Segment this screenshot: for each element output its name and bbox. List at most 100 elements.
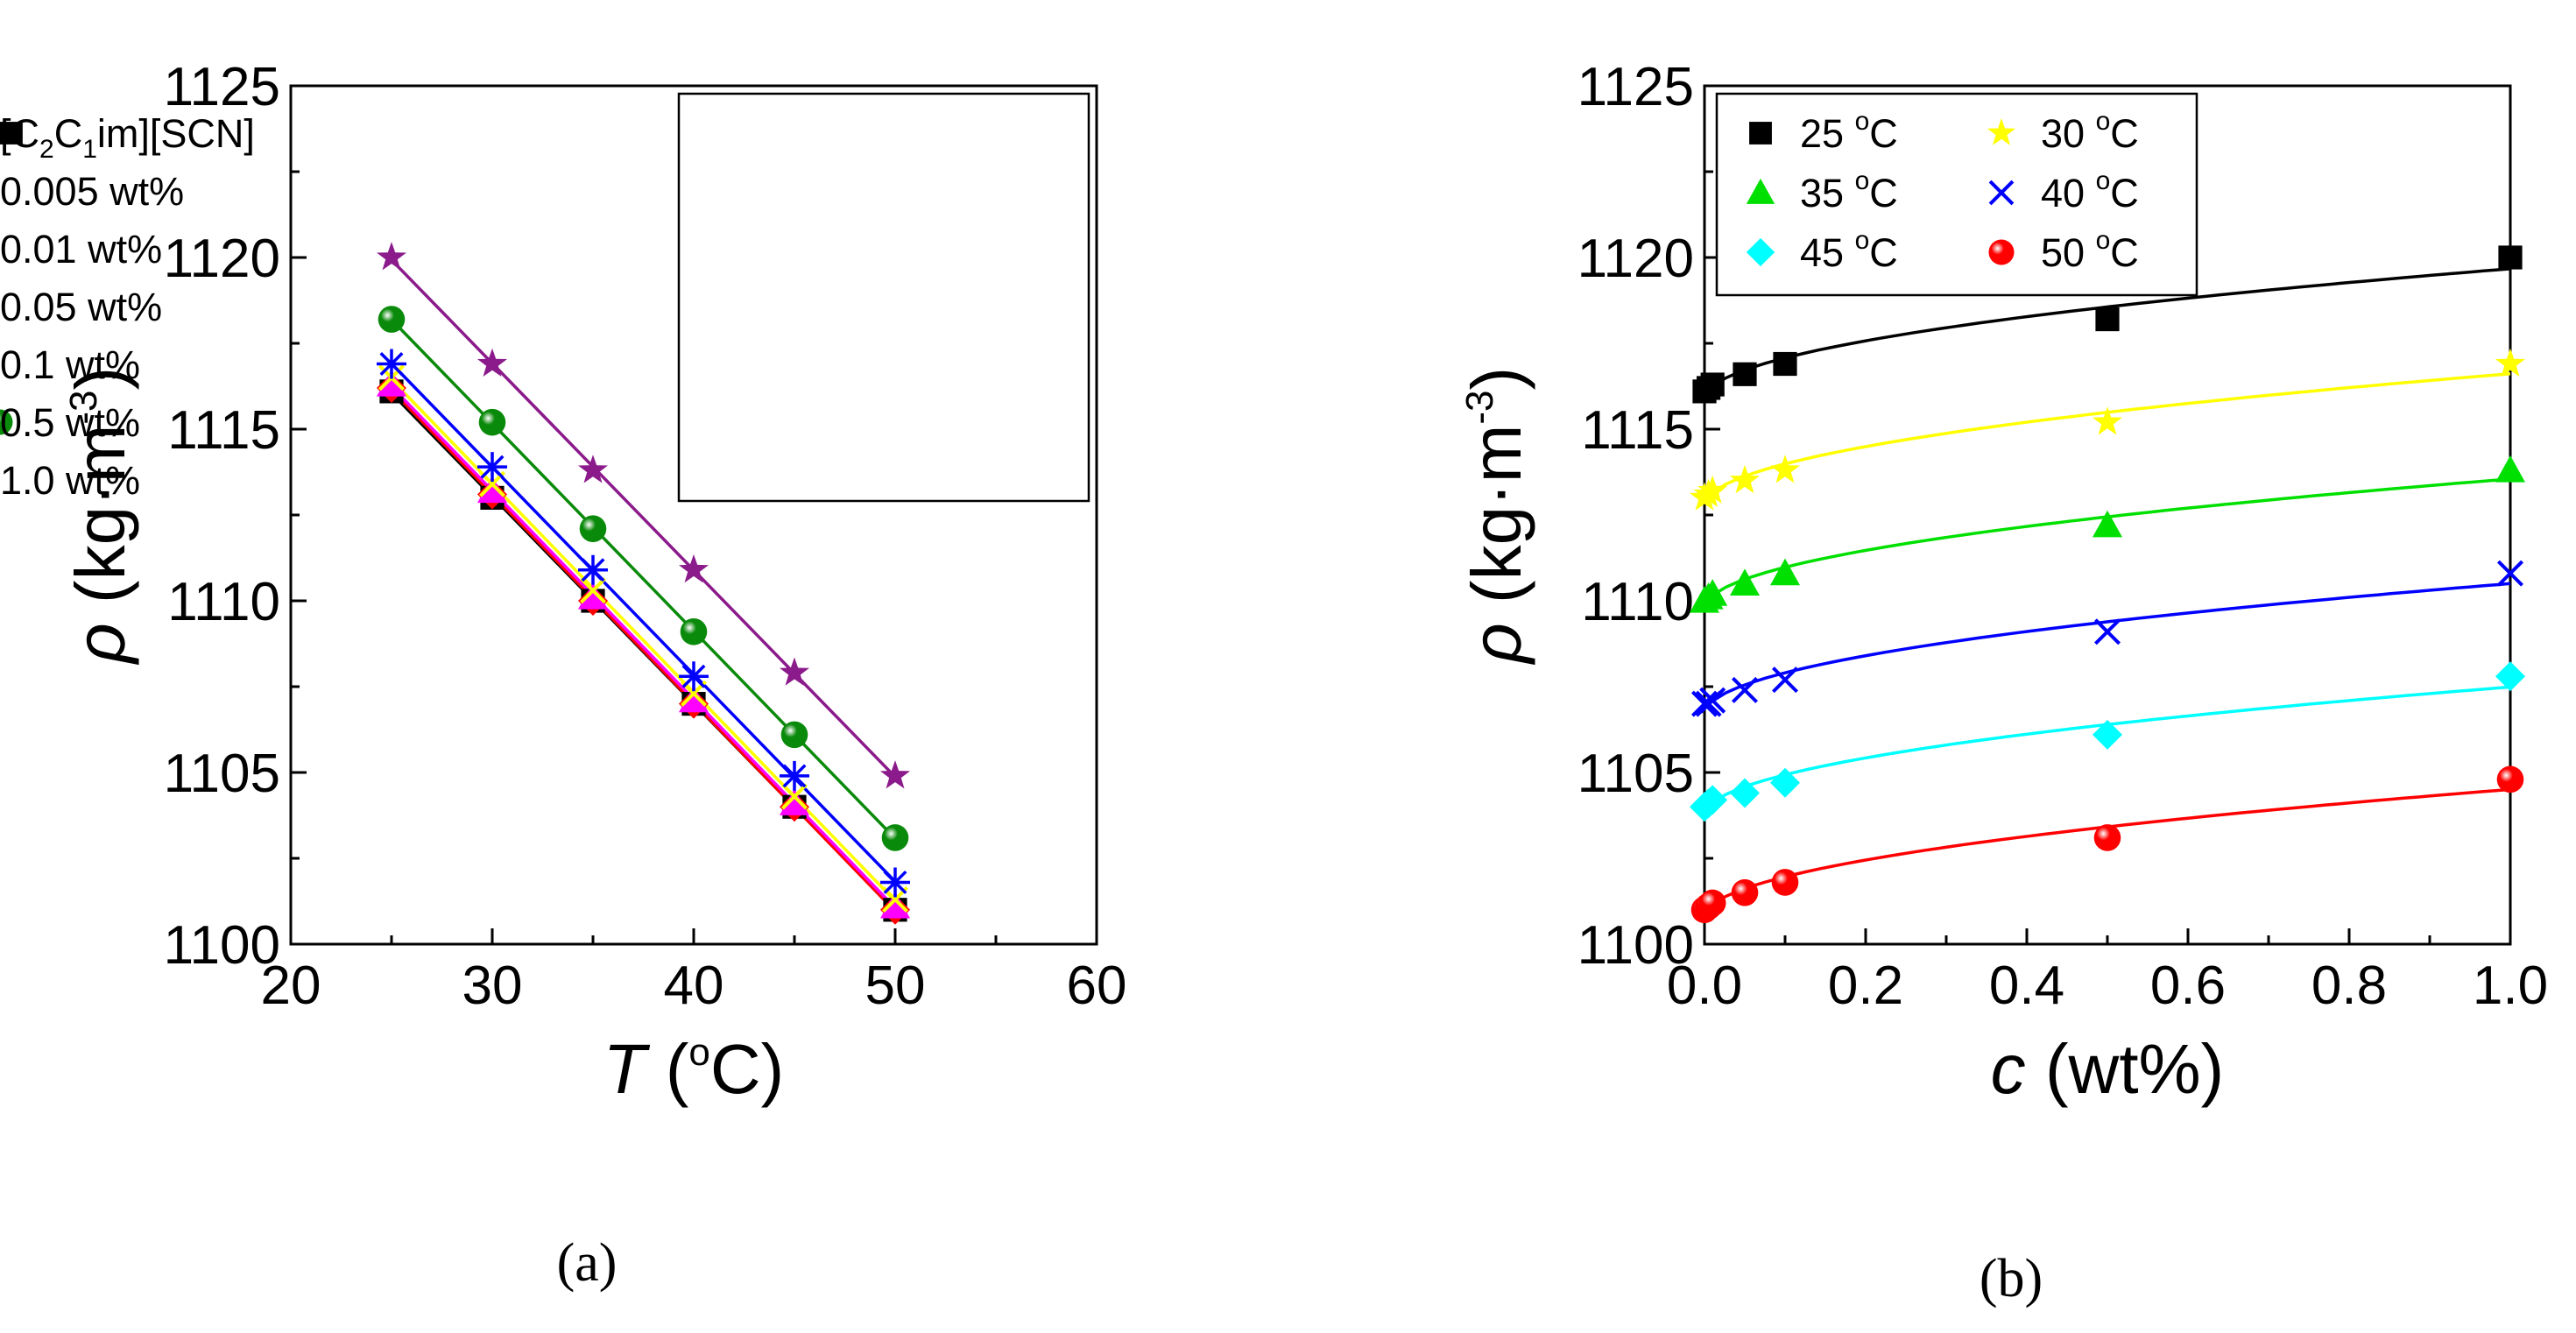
x-axis-label: c (wt%) xyxy=(1991,1030,2225,1108)
legend-label: 40 oC xyxy=(2041,166,2139,215)
legend-label: 50 oC xyxy=(2041,226,2139,275)
data-point xyxy=(780,760,809,791)
data-point xyxy=(1700,372,1725,397)
y-axis-label: ρ (kg·m-3) xyxy=(1457,367,1535,665)
data-point xyxy=(579,577,607,604)
fit-line xyxy=(390,318,897,840)
data-point xyxy=(1773,351,1797,377)
data-point xyxy=(2495,661,2525,692)
data-point xyxy=(1731,878,1759,906)
fit-line xyxy=(390,258,897,779)
legend: 25 oC 30 oC 35 oC 40 oC 45 oC 50 oC xyxy=(1715,92,2198,297)
legend-marker xyxy=(0,122,23,145)
data-point xyxy=(578,455,608,483)
panel-a-chart: 20 30 40 50 60 1100 1105 1110 1115 1120 1125 T (oC)… xyxy=(0,57,1126,1293)
legend-label: 1.0 wt% xyxy=(0,458,140,503)
legend-item: 0.05 wt% xyxy=(0,285,162,329)
data-point xyxy=(679,661,709,692)
legend-marker xyxy=(1988,239,2015,265)
data-point xyxy=(1770,767,1800,798)
y-tick-label: 1120 xyxy=(164,229,280,289)
data-point xyxy=(1730,568,1760,596)
data-point xyxy=(1731,676,1759,703)
data-point xyxy=(377,242,406,271)
data-point xyxy=(478,408,506,436)
y-tick-label: 1125 xyxy=(164,57,280,117)
x-tick-label: 0.2 xyxy=(1828,956,1903,1016)
legend: [C2C1im][SCN] 0.005 wt% 0.01 wt% 0.05 wt% 0.… xyxy=(0,92,1090,503)
legend-item: 35 oC xyxy=(1746,166,1898,215)
panel-b-chart: 0.0 0.2 0.4 0.6 0.8 1.0 1100 1105 1110 1115 1120 11… xyxy=(1457,57,2548,1308)
legend-item: [C2C1im][SCN] xyxy=(0,111,255,164)
fit-line xyxy=(1711,267,2511,388)
data-point xyxy=(679,554,709,583)
legend-item: 25 oC xyxy=(1749,107,1898,156)
x-axis-label: T (oC) xyxy=(603,1030,785,1108)
legend-label: 25 oC xyxy=(1800,107,1898,156)
data-point xyxy=(1697,785,1728,815)
legend-label: 0.005 wt% xyxy=(0,169,184,214)
legend-box xyxy=(1715,92,2198,297)
legend-label: 0.1 wt% xyxy=(0,342,140,387)
data-point xyxy=(1730,778,1760,808)
legend-marker xyxy=(1988,180,2015,206)
fit-line xyxy=(1711,582,2511,702)
legend-item: 45 oC xyxy=(1746,226,1898,275)
data-point xyxy=(2095,307,2120,332)
x-tick-label: 0.4 xyxy=(1989,956,2064,1016)
data-point xyxy=(780,783,808,810)
x-tick-label: 20 xyxy=(261,956,321,1016)
data-point xyxy=(578,582,608,610)
y-tick-label: 1125 xyxy=(1577,57,1694,117)
y-tick-label: 1115 xyxy=(1581,400,1694,461)
x-tick-label: 30 xyxy=(462,956,523,1016)
data-point xyxy=(2496,765,2524,793)
fit-line xyxy=(390,385,897,909)
fit-line xyxy=(1711,371,2511,494)
data-point xyxy=(378,306,406,333)
legend-item: 0.01 wt% xyxy=(0,227,162,272)
y-tick-label: 1120 xyxy=(1577,229,1694,289)
data-point xyxy=(477,476,507,504)
legend-item: 50 oC xyxy=(1988,226,2139,275)
fit-line xyxy=(1711,477,2511,597)
data-point xyxy=(680,617,708,645)
legend-label: 45 oC xyxy=(1800,226,1898,275)
data-point xyxy=(2093,406,2122,435)
legend-marker xyxy=(1746,178,1775,204)
legend-item: 1.0 wt% xyxy=(0,458,140,503)
y-tick-label: 1105 xyxy=(164,744,280,804)
data-point xyxy=(2093,824,2121,851)
data-point xyxy=(1730,464,1760,494)
y-tick-label: 1110 xyxy=(167,572,280,632)
x-tick-label: 0.8 xyxy=(2311,956,2387,1016)
y-axis-label: ρ (kg·m-3) xyxy=(61,367,139,665)
legend-label: 30 oC xyxy=(2041,107,2139,156)
data-point xyxy=(881,824,909,851)
data-point xyxy=(880,867,910,898)
legend-item: 0.005 wt% xyxy=(0,169,184,214)
y-tick-label: 1110 xyxy=(1581,572,1694,632)
data-point xyxy=(2496,560,2524,587)
data-point xyxy=(2093,719,2122,750)
data-point xyxy=(1733,362,1757,386)
x-tick-label: 1.0 xyxy=(2473,956,2548,1016)
data-point xyxy=(880,760,910,789)
legend-label: 35 oC xyxy=(1800,166,1898,215)
data-point xyxy=(1770,455,1800,483)
data-point xyxy=(1690,690,1719,717)
y-tick-label: 1100 xyxy=(164,915,280,976)
legend-box xyxy=(677,92,1090,503)
data-point xyxy=(1771,666,1799,694)
legend-label: 0.5 wt% xyxy=(0,400,140,445)
legend-label: [C2C1im][SCN] xyxy=(0,111,255,164)
y-tick-label: 1105 xyxy=(1577,744,1694,804)
panel-label: (b) xyxy=(1980,1249,2043,1308)
legend-item: 0.5 wt% xyxy=(0,400,140,445)
data-point xyxy=(579,515,607,542)
legend-marker xyxy=(1987,118,2016,145)
data-point xyxy=(1699,687,1726,714)
data-point xyxy=(1697,475,1728,504)
data-point xyxy=(2495,348,2525,377)
data-point xyxy=(1770,558,1800,586)
